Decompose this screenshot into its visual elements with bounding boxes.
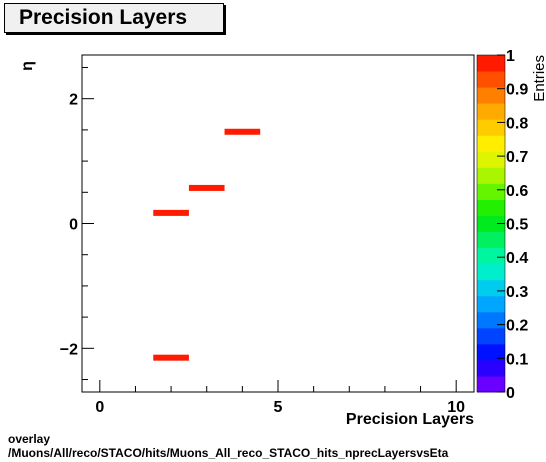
colorbar-segment [477, 343, 505, 361]
y-tick-label: −2 [60, 341, 78, 358]
colorbar-segment [477, 167, 505, 184]
footer-line-1: overlay [8, 432, 51, 446]
colorbar-segment [477, 135, 505, 152]
colorbar-segment [477, 327, 505, 345]
footer-line-2: /Muons/All/reco/STACO/hits/Muons_All_rec… [8, 446, 449, 460]
colorbar-tick-label: 0.8 [506, 115, 528, 132]
x-axis-label: Precision Layers [346, 411, 474, 428]
colorbar-tick-label: 0.6 [506, 183, 528, 200]
colorbar-tick-label: 0.1 [506, 351, 528, 368]
colorbar-segment [477, 375, 505, 393]
y-tick-label: 2 [69, 92, 78, 109]
y-tick-label: 0 [69, 217, 78, 234]
colorbar-segment [477, 151, 505, 168]
colorbar-segment [477, 215, 505, 233]
plot-frame [81, 54, 475, 393]
colorbar-segment [477, 199, 505, 216]
colorbar-tick-label: 1 [506, 48, 515, 65]
colorbar-segment [477, 119, 505, 136]
colorbar-segment [477, 247, 505, 265]
colorbar-segment [477, 295, 505, 313]
colorbar-tick-label: 0.5 [506, 217, 528, 234]
colorbar-segment [477, 231, 505, 249]
colorbar-tick-label: 0.3 [506, 284, 528, 301]
colorbar-segment [477, 55, 505, 72]
x-tick-label: 10 [447, 399, 465, 416]
colorbar-segment [477, 279, 505, 297]
heatmap-cell [224, 128, 261, 135]
heatmap-cell [153, 354, 189, 361]
y-axis-label: η [19, 61, 36, 71]
chart-title: Precision Layers [19, 6, 188, 29]
x-tick-label: 0 [95, 399, 104, 416]
colorbar-segment [477, 183, 505, 200]
colorbar-tick-label: 0.2 [506, 318, 528, 335]
colorbar-segment [477, 359, 505, 377]
colorbar-tick-label: 0.9 [506, 82, 528, 99]
colorbar-segment [477, 263, 505, 281]
colorbar-segment [477, 103, 505, 120]
x-tick-label: 5 [274, 399, 283, 416]
colorbar-tick-label: 0.4 [506, 250, 528, 267]
title-box: Precision Layers [4, 3, 224, 33]
heatmap-cell [188, 184, 225, 191]
colorbar-segment [477, 87, 505, 104]
colorbar-tick-label: 0 [506, 385, 515, 402]
colorbar-label: Entries [531, 55, 546, 102]
colorbar-segment [477, 71, 505, 88]
colorbar-segment [477, 311, 505, 329]
colorbar-tick-label: 0.7 [506, 149, 528, 166]
heatmap-cell [153, 209, 189, 216]
